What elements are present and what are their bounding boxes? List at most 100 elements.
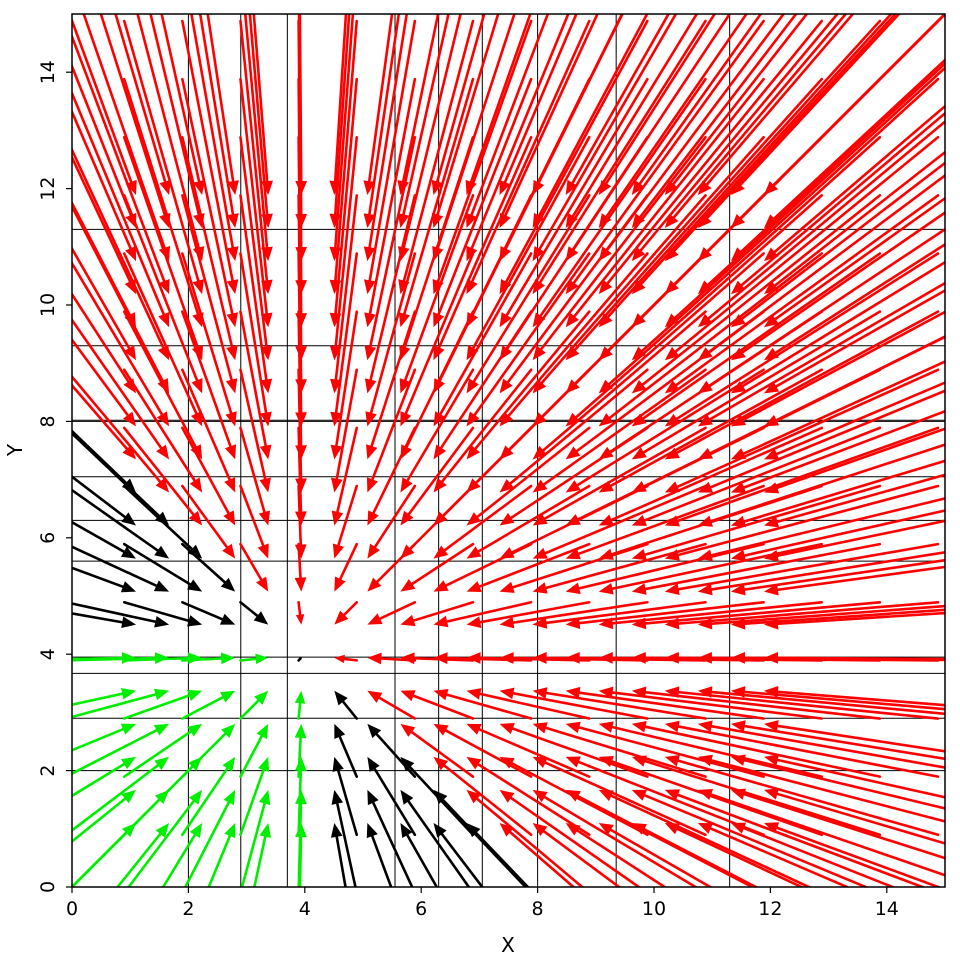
vector-arrow-shaft [539, 542, 707, 591]
vector-arrow-head [154, 688, 170, 701]
vector-arrow-shaft [72, 246, 134, 355]
vector-arrow-head [227, 180, 239, 196]
vector-arrow-shaft [181, 252, 235, 420]
vector-arrow-head [664, 686, 680, 699]
vector-arrow-head [334, 576, 346, 592]
vector-arrow-head [120, 581, 137, 593]
vector-arrow-head [220, 652, 236, 665]
vector-arrow-head [433, 822, 447, 838]
vector-arrow-shaft [638, 542, 882, 592]
vector-arrow-head [466, 723, 482, 735]
vector-arrow-head [664, 213, 679, 229]
vector-arrow-head [226, 246, 239, 262]
vector-arrow-head [598, 686, 614, 699]
vector-arrow-head [329, 312, 342, 328]
vector-arrow-shaft [704, 497, 945, 558]
vector-arrow-shaft [501, 14, 578, 189]
vector-arrow-shaft [538, 759, 707, 837]
vector-arrow-shaft [72, 154, 134, 288]
vector-arrow-shaft [469, 135, 591, 355]
vector-arrow-head [329, 279, 342, 295]
vector-arrow-shaft [704, 550, 945, 592]
vector-arrow-shaft [471, 426, 591, 522]
vector-arrow-shaft [770, 791, 945, 845]
vector-arrow-shaft [440, 600, 533, 625]
vector-arrow-head [664, 583, 680, 596]
vector-arrow-head [598, 379, 614, 394]
vector-arrow-head [466, 378, 479, 394]
vector-arrow-head [565, 213, 579, 229]
vector-arrow-head [763, 280, 779, 295]
vector-arrow-head [499, 687, 515, 700]
vector-arrow-shaft [333, 14, 348, 188]
vector-arrow-head [192, 279, 204, 295]
vector-arrow-head [261, 213, 273, 229]
vector-arrow-shaft [572, 484, 765, 557]
vector-arrow-shaft [72, 32, 168, 288]
vector-arrow-head [499, 789, 515, 803]
vector-arrow-head [598, 480, 614, 493]
vector-arrow-shaft [737, 360, 945, 458]
vector-arrow-head [156, 411, 170, 427]
vector-arrow-head [123, 345, 137, 361]
vector-arrow-shaft [190, 14, 236, 255]
vector-arrow-shaft [602, 14, 786, 256]
vector-arrow-head [329, 246, 342, 262]
vector-arrow-head [364, 378, 377, 394]
vector-arrow-shaft [72, 520, 131, 556]
vector-arrow-shaft [468, 14, 532, 189]
vector-arrow-shaft [435, 19, 533, 288]
vector-arrow-head [294, 577, 307, 592]
vector-arrow-shaft [149, 14, 202, 222]
vector-arrow-shaft [468, 14, 550, 222]
vector-arrow-shaft [72, 383, 132, 455]
vector-arrow-head [631, 246, 646, 262]
vector-arrow-head [730, 651, 745, 664]
vector-arrow-head [763, 314, 779, 328]
vector-arrow-head [367, 577, 382, 592]
vector-arrow-shaft [539, 690, 707, 720]
vector-arrow-shaft [72, 146, 167, 354]
vector-arrow-head [466, 652, 481, 664]
vector-arrow-head [532, 212, 545, 229]
vector-arrow-shaft [568, 14, 671, 190]
vector-arrow-shaft [671, 426, 940, 524]
vector-arrow-head [697, 720, 713, 733]
vector-arrow-head [220, 577, 236, 592]
vector-arrow-head [256, 723, 269, 739]
vector-arrow-shaft [769, 196, 945, 324]
vector-arrow-head [366, 444, 378, 460]
vector-arrow-shaft [253, 829, 268, 887]
vector-arrow-head [329, 180, 342, 196]
vector-arrow-head [299, 657, 302, 660]
vector-arrow-head [258, 789, 271, 805]
vector-arrow-shaft [406, 542, 475, 589]
vector-arrow-shaft [536, 77, 707, 322]
vector-arrow-head [532, 652, 547, 664]
vector-arrow-head [532, 513, 548, 526]
vector-arrow-shaft [704, 723, 945, 769]
vector-arrow-shaft [703, 173, 945, 357]
vector-arrow-head [188, 510, 203, 526]
vector-arrow-shaft [704, 443, 945, 525]
vector-arrow-head [763, 583, 779, 596]
vector-arrow-shaft [207, 829, 234, 887]
vector-arrow-shaft [122, 600, 196, 624]
vector-arrow-head [261, 246, 273, 262]
vector-arrow-shaft [122, 77, 201, 321]
vector-arrow-head [224, 477, 236, 493]
vector-arrow-head [466, 546, 482, 559]
vector-arrow-head [332, 543, 345, 559]
vector-arrow-shaft [72, 431, 165, 522]
vector-arrow-head [330, 822, 343, 838]
vector-arrow-shaft [72, 260, 167, 421]
vector-arrow-head [259, 444, 272, 460]
vector-arrow-shaft [468, 14, 570, 255]
vector-arrow-head [222, 756, 236, 772]
vector-arrow-head [532, 822, 548, 837]
y-tick-label: 10 [37, 293, 59, 317]
vector-arrow-shaft [122, 194, 201, 387]
vector-arrow-head [121, 756, 137, 770]
vector-arrow-head [191, 378, 203, 394]
vector-arrow-head [193, 180, 205, 196]
